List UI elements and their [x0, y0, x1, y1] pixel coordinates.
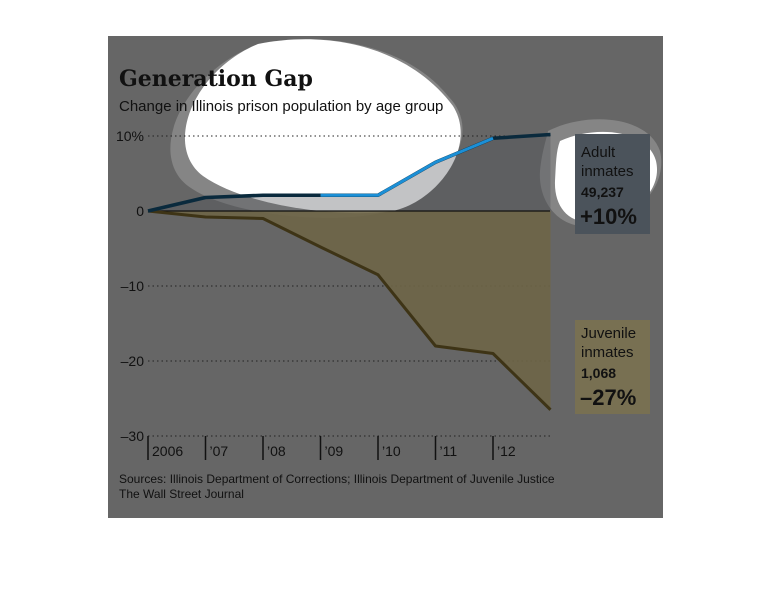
y-tick-label: –30: [121, 428, 145, 444]
y-tick-label: 0: [136, 203, 144, 219]
chart-title: Generation Gap: [119, 66, 313, 92]
axes: 10% 0 –10 –20 –30 2006 ’07 ’08 ’09 ’10 ’11 ’12: [116, 128, 516, 460]
x-tick-label: 2006: [152, 443, 183, 459]
y-tick-label: 10%: [116, 128, 144, 144]
credit-note: The Wall Street Journal: [119, 487, 244, 501]
y-tick-label: –20: [121, 353, 145, 369]
juvenile-label-box: [575, 320, 650, 414]
juvenile-label-name: Juvenile: [581, 325, 636, 342]
adult-label-count: 49,237: [581, 184, 624, 200]
adult-label-name: Adult: [581, 144, 616, 161]
juvenile-line: [147, 209, 552, 411]
adult-label-name: inmates: [581, 163, 634, 180]
chart-subtitle: Change in Illinois prison population by …: [119, 98, 443, 115]
x-tick-label: ’07: [210, 443, 229, 459]
juvenile-label-change: –27%: [580, 385, 636, 410]
chart-figure: 10% 0 –10 –20 –30 2006 ’07 ’08 ’09 ’10 ’11 ’12 Adul…: [108, 36, 663, 518]
x-tick-label: ’12: [497, 443, 516, 459]
x-tick-label: ’08: [267, 443, 286, 459]
chart-canvas: 10% 0 –10 –20 –30 2006 ’07 ’08 ’09 ’10 ’11 ’12 Adul…: [116, 39, 662, 501]
adult-line-highlight: [320, 136, 494, 197]
y-tick-label: –10: [121, 278, 145, 294]
series-layer: [147, 132, 552, 411]
adult-label-change: +10%: [580, 204, 637, 229]
juvenile-area: [148, 211, 551, 410]
x-tick-label: ’11: [440, 443, 458, 459]
series-labels: Adult inmates 49,237 +10% Juvenile inmates 1,0…: [575, 134, 650, 414]
x-tick-label: ’10: [382, 443, 401, 459]
adult-label-box: [575, 134, 650, 234]
source-note: Sources: Illinois Department of Correcti…: [119, 472, 555, 486]
juvenile-label-count: 1,068: [581, 365, 616, 381]
highlight-blob: [184, 39, 461, 214]
x-tick-label: ’09: [325, 443, 344, 459]
juvenile-label-name: inmates: [581, 344, 634, 361]
adult-area: [148, 134, 551, 211]
